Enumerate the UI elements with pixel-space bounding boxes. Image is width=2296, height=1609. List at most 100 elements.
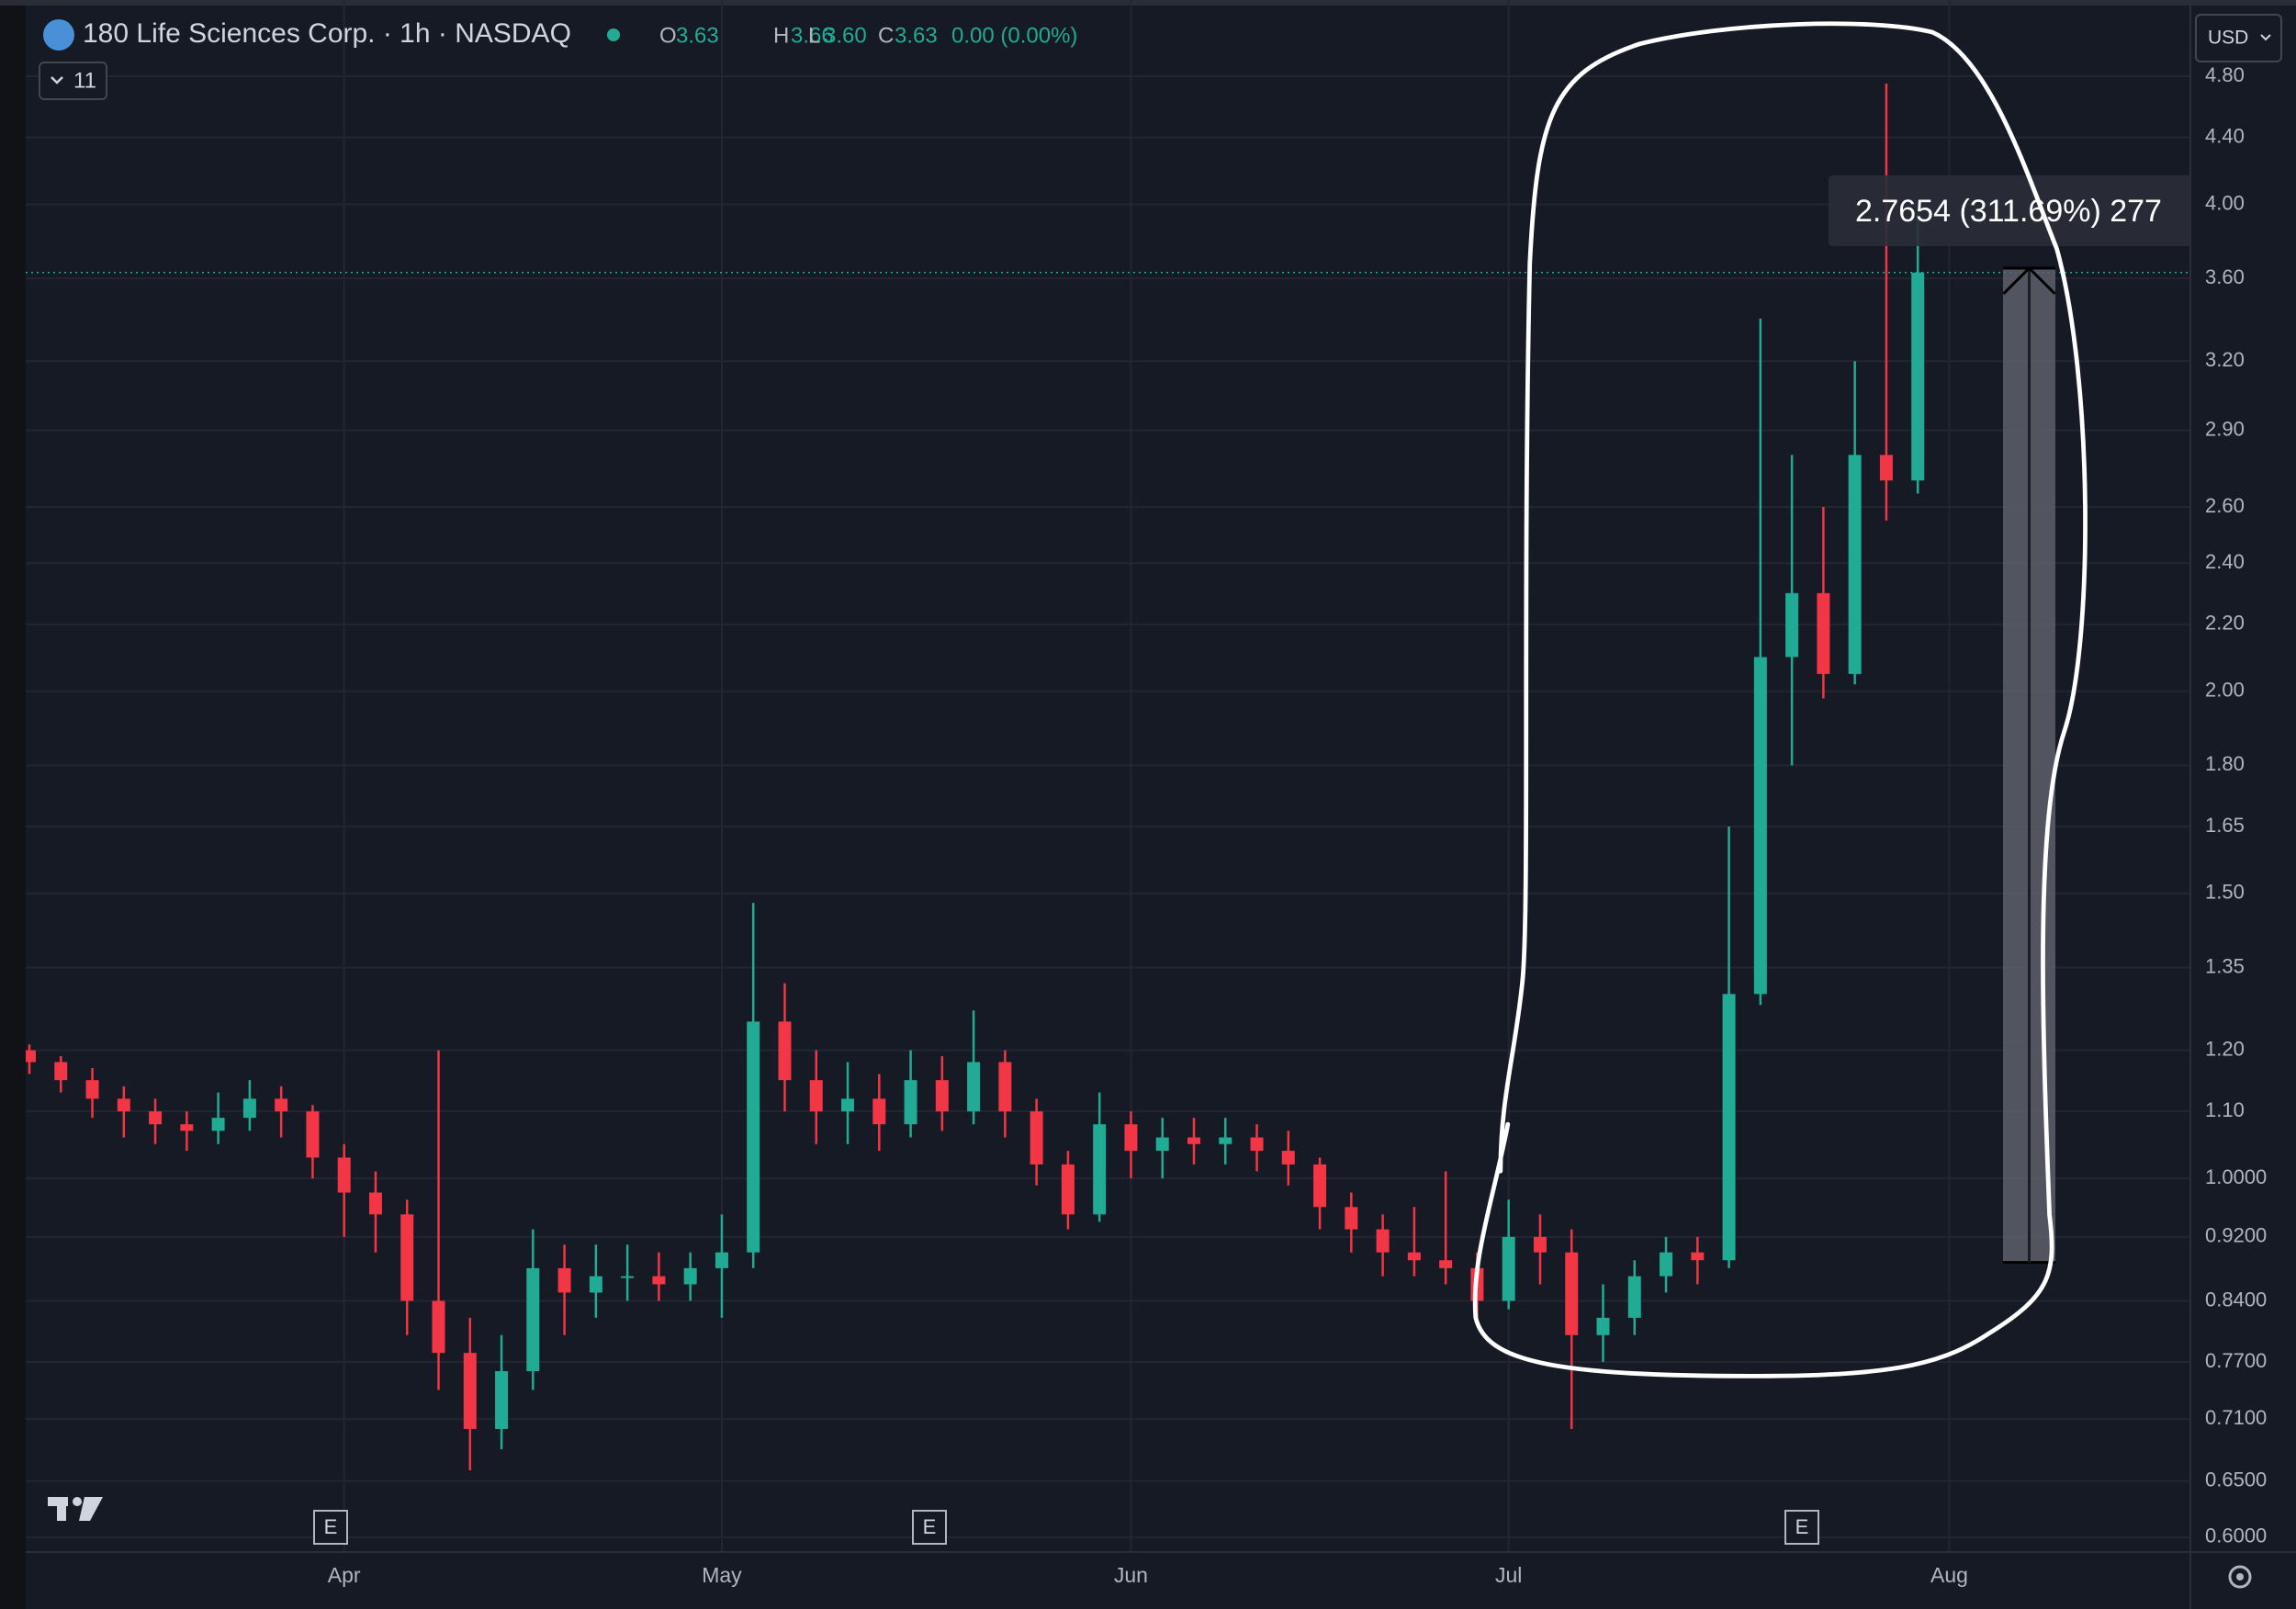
candle-body: [26, 1050, 36, 1063]
logo-part: [73, 1497, 82, 1506]
legend-value: 3.63: [895, 23, 938, 48]
y-tick-label: 2.00: [2205, 679, 2245, 702]
candle-body: [621, 1276, 635, 1278]
candle-body: [1439, 1260, 1453, 1268]
x-tick-label: May: [702, 1563, 742, 1587]
y-tick-label: 0.7700: [2205, 1349, 2267, 1372]
ohlc-legend: O 3.63 H 3.66L 3.60 C 3.63: [659, 23, 938, 48]
candle-body: [1879, 455, 1893, 481]
candle-body: [1533, 1236, 1547, 1253]
candle-body: [809, 1080, 823, 1112]
candle-body: [1407, 1252, 1421, 1261]
market-status: [607, 28, 620, 41]
candle-body: [715, 1252, 728, 1268]
y-tick-label: 1.65: [2205, 814, 2245, 837]
indicators-count: 11: [73, 68, 96, 93]
candle-body: [589, 1276, 602, 1293]
legend-key: H: [773, 23, 789, 48]
earnings-markers: E E E: [313, 1510, 1819, 1545]
legend-key: O: [659, 23, 677, 48]
top-border: [0, 0, 2296, 6]
candle-body: [463, 1353, 477, 1429]
candle-body: [747, 1021, 760, 1253]
legend-value: 3.60: [824, 23, 867, 48]
candle-body: [1219, 1137, 1232, 1144]
legend-key: C: [878, 23, 894, 48]
settings-icon[interactable]: [2228, 1565, 2252, 1589]
legend-key: L: [808, 23, 820, 48]
y-tick-label: 2.60: [2205, 494, 2245, 517]
indicators-toggle[interactable]: [39, 62, 107, 100]
candle-body: [683, 1267, 697, 1285]
candle-body: [1722, 994, 1736, 1261]
candle-body: [652, 1276, 666, 1285]
candle-body: [117, 1098, 130, 1112]
y-tick-label: 0.7100: [2205, 1406, 2267, 1429]
chevron-icon: [51, 76, 63, 84]
earnings-marker[interactable]: [313, 1510, 348, 1545]
candle-body: [1124, 1124, 1138, 1152]
candle-body: [1565, 1252, 1579, 1335]
change: 0.00 (0.00%): [951, 23, 1077, 48]
candle-body: [1817, 592, 1830, 674]
y-tick-label: 1.50: [2205, 881, 2245, 904]
candle-body: [778, 1021, 792, 1081]
y-tick-label: 2.90: [2205, 417, 2245, 440]
currency: USD: [2208, 28, 2248, 49]
x-tick-label: Apr: [328, 1563, 361, 1587]
candle-body: [1660, 1252, 1673, 1277]
candle-body: [85, 1080, 99, 1099]
hand-drawn-ellipse: [1472, 21, 2088, 1378]
candle-body: [211, 1118, 225, 1131]
earnings-marker[interactable]: [1784, 1510, 1819, 1545]
y-tick-label: 4.00: [2205, 191, 2245, 214]
left-strip: [0, 0, 26, 1609]
candle-body: [400, 1214, 414, 1301]
candle-body: [1093, 1124, 1107, 1215]
y-tick-label: 1.0000: [2205, 1165, 2267, 1188]
candle-body: [1155, 1137, 1169, 1152]
tradingview-logo: [48, 1497, 103, 1521]
candle-body: [935, 1080, 949, 1112]
y-tick-label: 2.40: [2205, 550, 2245, 573]
plot-area: 2.7654 (311.69%) 277: [26, 84, 2190, 1470]
y-tick-label: 4.80: [2205, 63, 2245, 86]
earnings-label: E: [923, 1515, 937, 1538]
measure-label: 2.7654 (311.69%) 277: [1855, 194, 2162, 229]
y-tick-label: 4.40: [2205, 124, 2245, 147]
candle-body: [1281, 1151, 1295, 1165]
candle-body: [1187, 1137, 1200, 1144]
candle-body: [1345, 1207, 1358, 1230]
currency-button[interactable]: [2195, 14, 2282, 62]
x-tick-label: Jun: [1114, 1563, 1148, 1587]
candle-body: [904, 1080, 917, 1125]
x-tick-label: Aug: [1930, 1563, 1968, 1587]
candle-body: [1691, 1252, 1705, 1261]
candle-body: [1030, 1111, 1043, 1165]
chart-title: 180 Life Sciences Corp. · 1h · NASDAQ: [83, 18, 571, 49]
candle-body: [1627, 1276, 1641, 1318]
measure-label-box: [1829, 175, 2190, 246]
candle-body: [872, 1098, 886, 1125]
candle-body: [967, 1062, 981, 1112]
candle-body: [1785, 592, 1799, 658]
y-tick-label: 0.8400: [2205, 1288, 2267, 1311]
candle-body: [1250, 1137, 1264, 1152]
axes: 4.80 4.40 4.00 3.60 3.20 2.90 2.60 2.40 2.20 2.00…: [328, 63, 2267, 1587]
y-tick-label: 1.80: [2205, 752, 2245, 775]
y-tick-label: 0.9200: [2205, 1224, 2267, 1247]
candle-body: [180, 1124, 194, 1131]
earnings-label: E: [1795, 1515, 1809, 1538]
candle-body: [495, 1371, 509, 1429]
y-tick-label: 3.20: [2205, 348, 2245, 371]
candle-body: [526, 1267, 540, 1372]
y-tick-label: 1.35: [2205, 954, 2245, 977]
earnings-marker[interactable]: [912, 1510, 947, 1545]
candle-body: [1313, 1164, 1327, 1208]
candle-body: [1911, 272, 1925, 481]
grid: [26, 0, 2190, 1552]
y-tick-label: 1.10: [2205, 1098, 2245, 1121]
candle-body: [998, 1062, 1012, 1112]
legend-value: 3.63: [676, 23, 719, 48]
